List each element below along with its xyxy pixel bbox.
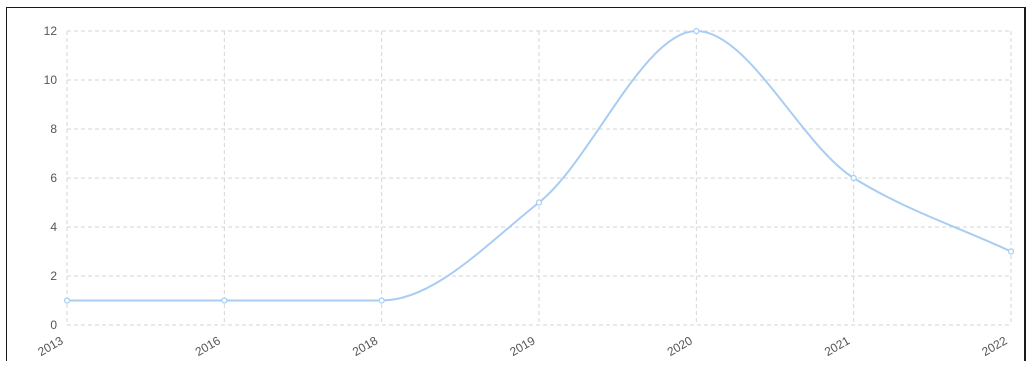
x-tick-label: 2022 xyxy=(979,333,1009,359)
x-tick-label: 2018 xyxy=(350,333,380,359)
x-axis-ticks: 2013 2016 2018 2019 2020 2021 2022 xyxy=(35,333,1009,359)
x-tick-label: 2016 xyxy=(193,333,223,359)
x-tick-label: 2013 xyxy=(35,333,65,359)
x-tick-label: 2021 xyxy=(822,333,852,359)
y-tick-label: 2 xyxy=(50,269,57,283)
data-point[interactable] xyxy=(221,297,228,304)
data-points xyxy=(63,27,1015,304)
chart-frame xyxy=(6,7,1025,361)
data-point[interactable] xyxy=(693,27,700,35)
data-point[interactable] xyxy=(535,199,543,206)
grid xyxy=(66,30,1012,326)
y-axis-ticks: 0 2 4 6 8 10 12 xyxy=(44,24,58,332)
y-tick-label: 6 xyxy=(50,171,57,185)
data-point[interactable] xyxy=(1007,248,1015,255)
x-tick-label: 2019 xyxy=(507,333,537,359)
y-tick-label: 10 xyxy=(44,73,58,87)
y-tick-label: 12 xyxy=(44,24,58,38)
y-tick-label: 8 xyxy=(50,122,57,136)
chart-frame-right-edge xyxy=(1024,7,1026,361)
data-point[interactable] xyxy=(63,297,71,304)
y-tick-label: 0 xyxy=(50,318,57,332)
y-tick-label: 4 xyxy=(50,220,57,234)
data-point[interactable] xyxy=(850,174,857,182)
x-tick-label: 2020 xyxy=(665,333,695,359)
data-point[interactable] xyxy=(378,297,385,304)
